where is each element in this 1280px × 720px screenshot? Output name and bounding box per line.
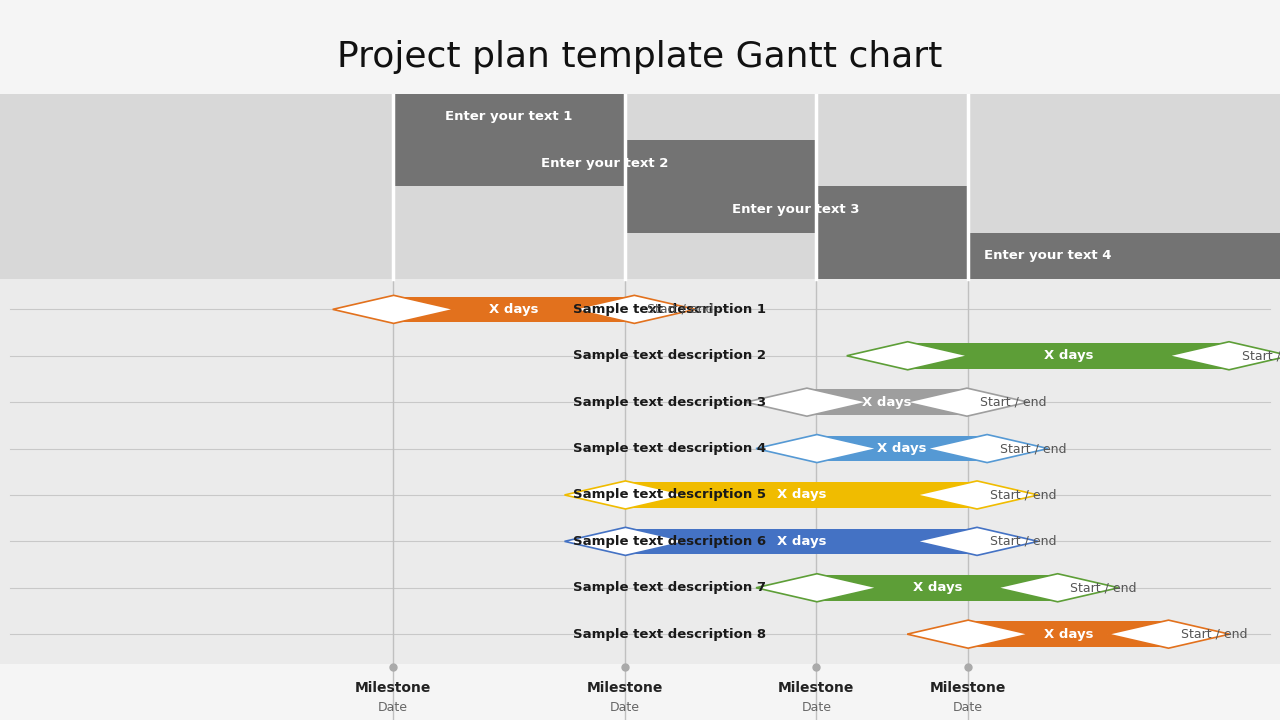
Text: Enter your text 2: Enter your text 2: [541, 157, 668, 170]
Text: Sample text description 5: Sample text description 5: [573, 488, 765, 501]
Text: Enter your text 4: Enter your text 4: [984, 250, 1112, 263]
Text: Sample text description 6: Sample text description 6: [573, 535, 765, 548]
Polygon shape: [564, 527, 686, 555]
Bar: [968, 621, 1169, 647]
Bar: [0, 94, 1280, 279]
Text: X days: X days: [877, 442, 927, 455]
Text: Date: Date: [378, 701, 408, 714]
Text: Sample text description 2: Sample text description 2: [573, 349, 765, 362]
Text: Milestone: Milestone: [929, 680, 1006, 695]
Polygon shape: [927, 435, 1048, 462]
Text: Sample text description 8: Sample text description 8: [573, 628, 765, 641]
Bar: [625, 482, 978, 508]
Polygon shape: [333, 295, 454, 323]
Text: Date: Date: [609, 701, 640, 714]
Bar: [908, 343, 1230, 369]
Text: Start / end: Start / end: [1181, 628, 1248, 641]
Text: Start / end: Start / end: [989, 535, 1056, 548]
Polygon shape: [1107, 620, 1230, 648]
Text: Enter your text 1: Enter your text 1: [445, 110, 572, 123]
Text: Milestone: Milestone: [355, 680, 431, 695]
Text: Start / end: Start / end: [1070, 581, 1137, 594]
Text: X days: X days: [1043, 628, 1093, 641]
Text: Start / end: Start / end: [1000, 442, 1066, 455]
Text: Enter your text 3: Enter your text 3: [732, 203, 860, 216]
Text: Start / end: Start / end: [1242, 349, 1280, 362]
Polygon shape: [573, 295, 695, 323]
Bar: [393, 140, 817, 186]
Text: X days: X days: [777, 535, 826, 548]
Text: Start / end: Start / end: [989, 488, 1056, 501]
Text: Milestone: Milestone: [778, 680, 855, 695]
Polygon shape: [846, 342, 969, 370]
Bar: [393, 297, 635, 322]
Bar: [393, 94, 625, 140]
Polygon shape: [916, 481, 1038, 509]
Polygon shape: [906, 388, 1028, 416]
Polygon shape: [746, 388, 868, 416]
Text: Start / end: Start / end: [648, 303, 713, 316]
Text: Start / end: Start / end: [979, 396, 1046, 409]
Text: Project plan template Gantt chart: Project plan template Gantt chart: [338, 40, 942, 73]
Polygon shape: [997, 574, 1119, 602]
Text: Sample text description 7: Sample text description 7: [573, 581, 765, 594]
Bar: [0, 279, 1280, 665]
Bar: [817, 233, 1280, 279]
Text: Milestone: Milestone: [586, 680, 663, 695]
Text: X days: X days: [913, 581, 963, 594]
Bar: [817, 436, 988, 462]
Text: X days: X days: [863, 396, 911, 409]
Text: X days: X days: [489, 303, 539, 316]
Bar: [625, 528, 978, 554]
Polygon shape: [916, 527, 1038, 555]
Polygon shape: [756, 574, 878, 602]
Text: Sample text description 4: Sample text description 4: [573, 442, 765, 455]
Polygon shape: [908, 620, 1029, 648]
Text: Sample text description 1: Sample text description 1: [573, 303, 765, 316]
Text: Date: Date: [952, 701, 983, 714]
Polygon shape: [1169, 342, 1280, 370]
Text: X days: X days: [1043, 349, 1093, 362]
Polygon shape: [756, 435, 878, 462]
Text: Date: Date: [801, 701, 832, 714]
Polygon shape: [564, 481, 686, 509]
Bar: [625, 186, 968, 233]
Bar: [806, 390, 968, 415]
Text: X days: X days: [777, 488, 826, 501]
Bar: [817, 575, 1059, 600]
Text: Sample text description 3: Sample text description 3: [573, 396, 765, 409]
